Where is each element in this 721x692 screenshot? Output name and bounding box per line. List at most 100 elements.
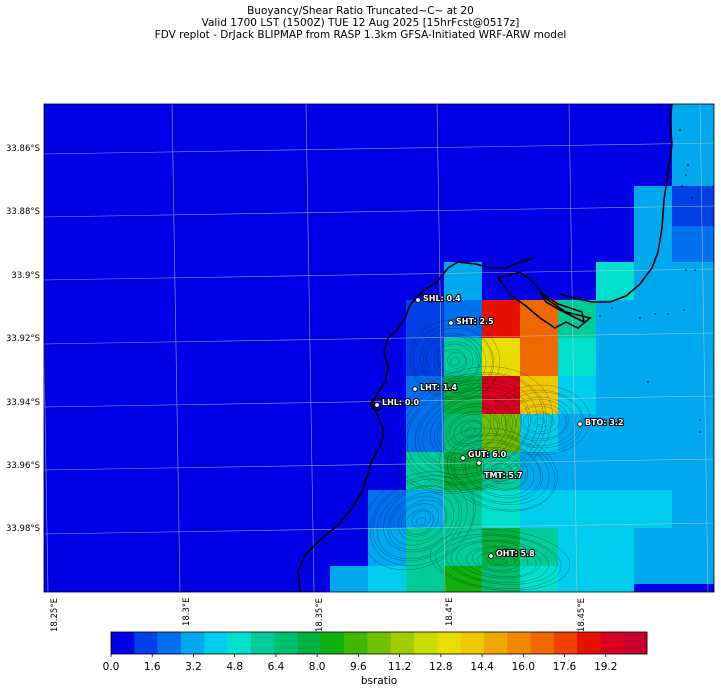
contour-line bbox=[437, 406, 500, 455]
colorbar-tick-label: 9.6 bbox=[350, 661, 367, 673]
contour-line bbox=[430, 529, 570, 591]
graticule-line bbox=[44, 395, 714, 408]
colorbar-tick-label: 1.6 bbox=[143, 661, 161, 673]
bsratio-cell bbox=[330, 566, 368, 592]
colorbar-tick-label: 6.4 bbox=[267, 661, 285, 673]
bsratio-cell bbox=[558, 338, 596, 376]
station-label: SHL: 0.4 bbox=[423, 294, 461, 303]
bsratio-cell bbox=[482, 300, 520, 338]
contour-line bbox=[387, 492, 454, 551]
island-dot bbox=[681, 185, 683, 187]
colorbar-swatch bbox=[227, 632, 252, 654]
island-dot bbox=[647, 381, 649, 383]
colorbar-swatch bbox=[623, 632, 648, 654]
title-line-3: FDV replot - DrJack BLIPMAP from RASP 1.… bbox=[154, 29, 567, 41]
contour-line bbox=[411, 510, 431, 528]
contour-line bbox=[447, 352, 466, 369]
colorbar-tick-label: 14.4 bbox=[470, 661, 494, 673]
bsratio-cell bbox=[520, 566, 558, 592]
bsratio-cell bbox=[444, 338, 482, 376]
contour-line bbox=[403, 379, 538, 484]
contour-line bbox=[361, 471, 476, 571]
bsratio-cell bbox=[520, 528, 558, 566]
graticule-line bbox=[44, 458, 714, 471]
colorbar-swatch bbox=[204, 632, 228, 654]
station-marker bbox=[448, 320, 454, 326]
station-label: TMT: 5.7 bbox=[484, 471, 523, 480]
contour-line bbox=[460, 421, 482, 438]
contour-line bbox=[531, 412, 552, 428]
contour-line bbox=[483, 460, 514, 482]
colorbar-tick-label: 11.2 bbox=[387, 661, 412, 673]
bsratio-cell bbox=[368, 528, 406, 566]
bsratio-cell bbox=[482, 490, 520, 528]
colorbar-tick-label: 4.8 bbox=[226, 661, 244, 673]
colorbar-tick-label: 17.6 bbox=[552, 661, 577, 673]
lat-tick-label: 33.88°S bbox=[6, 207, 40, 217]
graticule-line bbox=[44, 332, 714, 345]
colorbar-swatch bbox=[157, 632, 182, 654]
contour-line bbox=[516, 403, 567, 440]
bsratio-cell bbox=[406, 300, 444, 338]
contour-line bbox=[504, 396, 576, 447]
station-marker bbox=[412, 386, 418, 392]
station: BTO: 3.2 bbox=[577, 417, 625, 428]
station-marker bbox=[415, 297, 421, 303]
graticule-line bbox=[305, 104, 315, 592]
contour-line bbox=[412, 324, 494, 398]
bsratio-cell bbox=[672, 104, 714, 584]
contour-line bbox=[418, 390, 522, 470]
bsratio-cell bbox=[368, 566, 406, 592]
contour-line bbox=[390, 495, 448, 546]
contour-line bbox=[439, 427, 558, 512]
bsratio-cell bbox=[444, 528, 482, 566]
lat-tick-label: 33.92°S bbox=[6, 334, 40, 344]
contour-line bbox=[434, 403, 507, 460]
graticule-line bbox=[436, 104, 446, 592]
contour-line bbox=[409, 319, 501, 401]
bsratio-cell bbox=[444, 566, 482, 592]
colorbar-swatch bbox=[483, 632, 508, 654]
graticule bbox=[44, 104, 714, 592]
colorbar-tick-label: 12.8 bbox=[429, 661, 453, 673]
bsratio-cell bbox=[482, 414, 520, 452]
bsratio-cell bbox=[596, 490, 634, 528]
bsratio-cell bbox=[368, 490, 406, 528]
station-label: SHT: 2.5 bbox=[456, 317, 494, 326]
contour-line bbox=[494, 467, 505, 476]
island-dot bbox=[691, 197, 693, 199]
contour-line bbox=[493, 389, 584, 454]
station-marker bbox=[460, 455, 466, 461]
colorbar-tick-label: 3.2 bbox=[185, 661, 202, 673]
lon-tick-label: 18.25°E bbox=[50, 598, 60, 632]
bsratio-cell bbox=[558, 376, 596, 414]
island-dot bbox=[611, 307, 613, 309]
bsratio-cell bbox=[520, 338, 558, 376]
colorbar-swatch bbox=[600, 632, 624, 654]
lat-tick-label: 33.9°S bbox=[11, 271, 40, 281]
graticule-line bbox=[44, 205, 714, 218]
bsratio-cell bbox=[482, 566, 520, 592]
station: TMT: 5.7 bbox=[476, 460, 524, 481]
bsratio-cell bbox=[634, 490, 672, 528]
contour-line bbox=[491, 463, 512, 478]
station-label: LHL: 0.0 bbox=[382, 398, 419, 407]
contour-line bbox=[430, 397, 513, 462]
colorbar-swatch bbox=[460, 632, 485, 654]
contour-line bbox=[372, 478, 468, 562]
contour-line bbox=[405, 509, 434, 535]
colorbar-tick-label: 19.2 bbox=[594, 661, 618, 673]
contour-line bbox=[376, 484, 463, 560]
colorbar-swatch bbox=[437, 632, 461, 654]
coastline bbox=[297, 104, 673, 592]
graticule-line bbox=[568, 104, 578, 592]
lat-tick-label: 33.96°S bbox=[6, 461, 40, 471]
station: GUT: 6.0 bbox=[460, 449, 508, 461]
colorbar-swatch bbox=[274, 632, 298, 654]
colorbar-swatch bbox=[297, 632, 322, 654]
contour-line bbox=[436, 343, 474, 377]
graticule-line bbox=[44, 268, 714, 281]
colorbar-swatch bbox=[367, 632, 391, 654]
